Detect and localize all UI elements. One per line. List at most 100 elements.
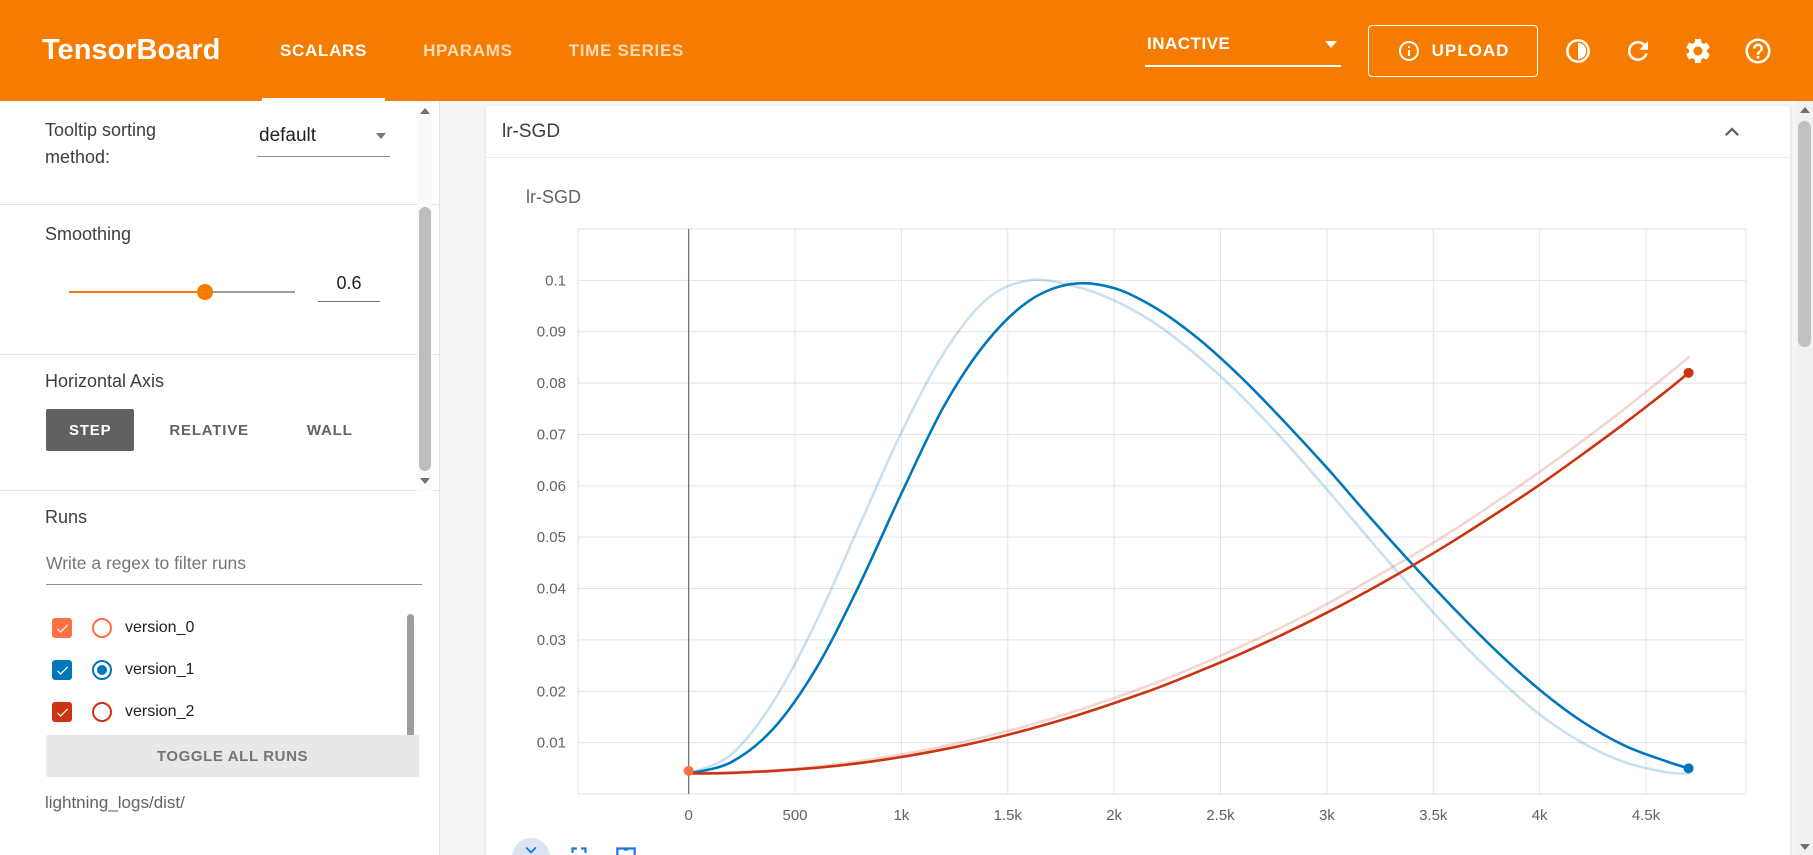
- x-tick-label: 500: [782, 807, 807, 824]
- chevron-down-icon: [376, 133, 386, 139]
- header-icon-group: [1563, 0, 1773, 101]
- run-checkbox[interactable]: [52, 618, 72, 638]
- plot-border: [577, 228, 1747, 795]
- run-checkbox[interactable]: [52, 702, 72, 722]
- upload-button[interactable]: UPLOAD: [1368, 25, 1538, 77]
- series-line: [687, 371, 1690, 775]
- axis-relative-button[interactable]: RELATIVE: [146, 409, 271, 451]
- refresh-icon: [1628, 40, 1648, 61]
- radio-dot: [97, 665, 107, 675]
- app-header: TensorBoard SCALARS HPARAMS TIME SERIES …: [0, 0, 1813, 101]
- series-line: [687, 281, 1690, 775]
- tab-hparams[interactable]: HPARAMS: [423, 40, 513, 60]
- chart-title: lr-SGD: [526, 187, 581, 207]
- horizontal-axis-label: Horizontal Axis: [45, 371, 165, 391]
- card-footer-fab[interactable]: [512, 838, 550, 855]
- runs-scrollbar-thumb[interactable]: [407, 614, 414, 746]
- sidebar-scrollbar[interactable]: [417, 101, 432, 491]
- settings-sidebar: Tooltip sorting method: default Smoothin…: [0, 101, 440, 855]
- axis-step-button[interactable]: STEP: [46, 409, 135, 451]
- runs-filter-input[interactable]: [46, 549, 422, 585]
- tab-scalars[interactable]: SCALARS: [252, 0, 395, 101]
- check-icon: [56, 666, 68, 675]
- info-icon: [1398, 41, 1419, 61]
- triangle-up-icon: [419, 108, 430, 114]
- help-icon: [1745, 38, 1771, 63]
- tab-time-series[interactable]: TIME SERIES: [568, 40, 685, 60]
- page-scrollbar[interactable]: [1796, 101, 1813, 855]
- tooltip-sorting-value: default: [259, 125, 317, 146]
- scalar-chart[interactable]: 0.01 0.02 0.03 0.04 0.05 0.06 0.07 0.08 0.09 0.1 0…: [486, 159, 1790, 855]
- status-label: INACTIVE: [1147, 34, 1231, 53]
- divider: [0, 204, 440, 205]
- y-tick-label: 0.08: [537, 375, 566, 392]
- run-row[interactable]: version_2: [0, 691, 440, 733]
- run-checkbox[interactable]: [52, 660, 72, 680]
- scalar-card-lr-sgd: lr-SGD lr-SGD 0.01 0.02 0.03 0.04 0.05 0.06 0.…: [486, 106, 1790, 855]
- x-tick-label: 4.5k: [1632, 807, 1661, 824]
- check-icon: [56, 624, 68, 633]
- tooltip-sorting-label: Tooltip sorting method:: [45, 120, 157, 167]
- chevron-down-icon: [525, 846, 537, 854]
- x-tick-label: 1k: [893, 807, 909, 824]
- y-tick-label: 0.09: [537, 324, 566, 341]
- scroll-up-arrow[interactable]: [417, 103, 432, 119]
- y-tick-label: 0.06: [537, 478, 566, 495]
- status-dropdown[interactable]: INACTIVE: [1145, 34, 1341, 67]
- axis-wall-button[interactable]: WALL: [284, 409, 376, 451]
- run-label: version_2: [125, 703, 195, 720]
- app-logo: TensorBoard: [42, 34, 221, 66]
- scroll-down-arrow[interactable]: [1796, 838, 1813, 855]
- sidebar-scrollbar-thumb[interactable]: [419, 207, 431, 471]
- collapse-card-button[interactable]: [1718, 118, 1746, 146]
- card-title: lr-SGD: [502, 120, 561, 142]
- fullscreen-glyph: [571, 847, 587, 853]
- x-tick-label: 2k: [1106, 807, 1122, 824]
- triangle-up-icon: [1799, 106, 1810, 113]
- card-header: lr-SGD: [486, 106, 1790, 158]
- y-tick-label: 0.05: [537, 529, 566, 546]
- scroll-down-arrow[interactable]: [417, 473, 432, 489]
- theme-toggle-button[interactable]: [1563, 36, 1593, 66]
- run-radio[interactable]: [92, 660, 112, 680]
- smoothing-slider[interactable]: [69, 284, 295, 300]
- run-row[interactable]: version_0: [0, 607, 440, 649]
- triangle-down-icon: [1799, 843, 1810, 850]
- chart-area: lr-SGD 0.01 0.02 0.03 0.04 0.05 0.06 0.07 0.08 0…: [486, 159, 1790, 855]
- fullscreen-icon[interactable]: [565, 842, 593, 855]
- run-row[interactable]: version_1: [0, 649, 440, 691]
- toggle-all-runs-button[interactable]: TOGGLE ALL RUNS: [46, 735, 419, 777]
- y-tick-label: 0.07: [537, 426, 566, 443]
- data-point-marker: [1683, 763, 1694, 774]
- triangle-down-icon: [419, 478, 430, 484]
- theme-toggle-icon: [1566, 38, 1590, 63]
- x-tick-label: 0: [684, 807, 692, 824]
- run-radio[interactable]: [92, 618, 112, 638]
- chevron-down-icon: [1325, 40, 1337, 48]
- help-button[interactable]: [1743, 36, 1773, 66]
- scroll-up-arrow[interactable]: [1796, 101, 1813, 118]
- data-point-marker: [1683, 367, 1694, 378]
- tab-bar: SCALARS HPARAMS TIME SERIES: [252, 0, 712, 101]
- refresh-button[interactable]: [1623, 36, 1653, 66]
- x-tick-label: 2.5k: [1206, 807, 1235, 824]
- runs-list: version_0 version_1 version_2: [0, 607, 440, 733]
- run-radio[interactable]: [92, 702, 112, 722]
- x-tick-label: 3k: [1319, 807, 1335, 824]
- radio-dot: [97, 623, 107, 633]
- settings-button[interactable]: [1683, 36, 1713, 66]
- fit-domain-icon[interactable]: [612, 842, 640, 855]
- slider-thumb[interactable]: [196, 284, 213, 300]
- x-tick-label: 1.5k: [994, 807, 1023, 824]
- x-tick-label: 3.5k: [1419, 807, 1448, 824]
- smoothing-value-input[interactable]: [318, 273, 380, 302]
- divider: [0, 354, 440, 355]
- settings-icon: [1686, 38, 1710, 63]
- tooltip-sorting-dropdown[interactable]: default: [257, 123, 390, 157]
- page-scrollbar-thumb[interactable]: [1798, 121, 1811, 347]
- slider-fill: [69, 291, 205, 293]
- log-directory-label: lightning_logs/dist/: [45, 793, 185, 812]
- divider: [0, 490, 440, 491]
- smoothing-label: Smoothing: [45, 224, 132, 244]
